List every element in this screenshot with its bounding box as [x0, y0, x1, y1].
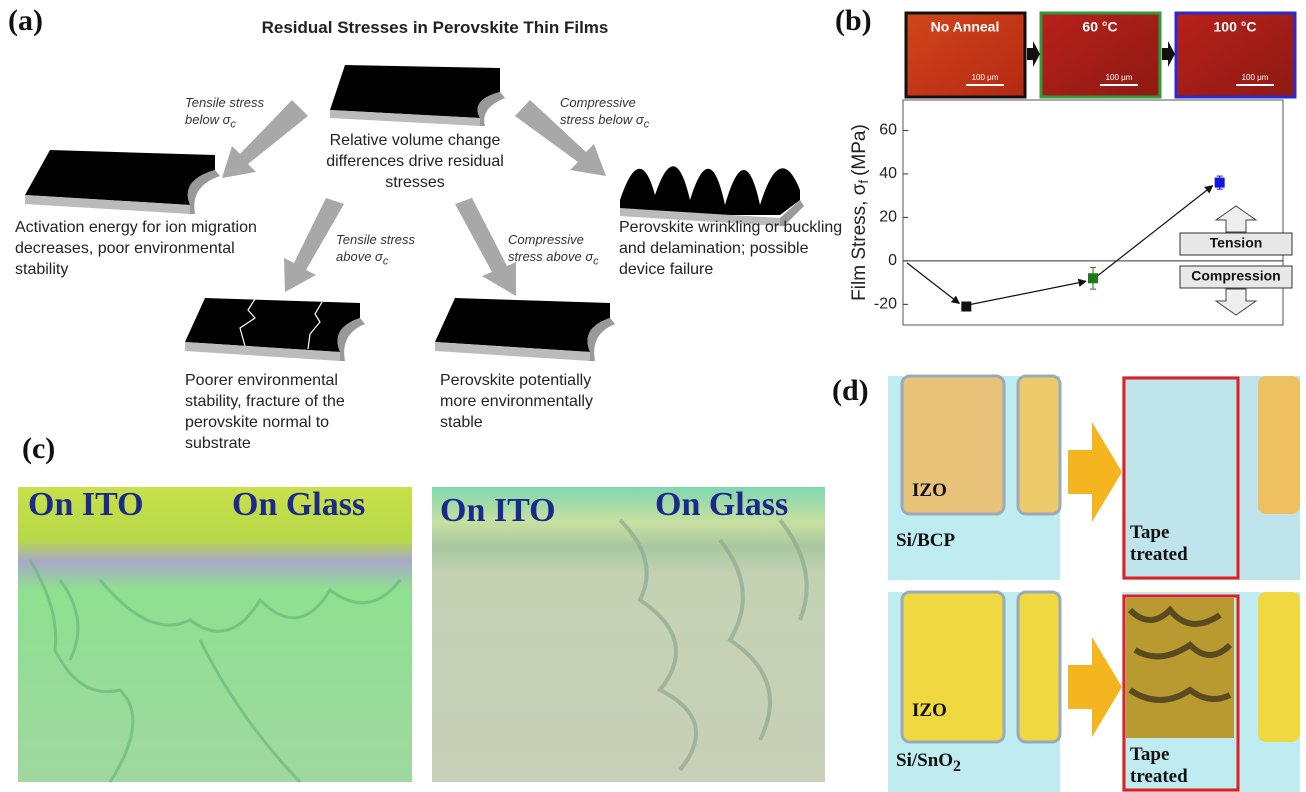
category-label: 60 °C — [1082, 19, 1117, 35]
photos-d — [888, 376, 1300, 792]
scale-bar-label: 100 μm — [1106, 73, 1133, 82]
slab-left — [25, 150, 220, 214]
slab-center — [330, 65, 505, 126]
outcome-text: Perovskite potentially more environmenta… — [440, 370, 620, 433]
photos-c — [18, 487, 825, 782]
trend-arrow — [907, 263, 959, 304]
y-label-unit: (MPa) — [849, 124, 870, 176]
treated-label: Tape treated — [1130, 744, 1210, 788]
figure: -20 0 20 40 60 Film Stress, σf (MPa) No Anneal 1… — [0, 0, 1306, 792]
scale-bar-label: 100 μm — [1242, 73, 1269, 82]
panel-label: (c) — [22, 432, 55, 466]
outcome-text: Activation energy for ion migration decr… — [15, 217, 285, 280]
y-tick-label: 60 — [879, 122, 897, 139]
y-tick-label: 0 — [888, 252, 897, 269]
arrow-label: Tensile stress below σc — [185, 94, 285, 134]
annotation: Tension — [1210, 235, 1263, 251]
data-point — [1088, 273, 1098, 283]
panel-label: (d) — [832, 374, 869, 408]
image-label: On ITO — [440, 492, 556, 530]
outcome-text: Poorer environmental stability, fracture… — [185, 370, 385, 454]
film-label: IZO — [912, 480, 947, 502]
image-label: On Glass — [232, 486, 365, 524]
y-label-sub: f — [856, 180, 871, 184]
data-point — [1215, 178, 1225, 188]
category-label: 100 °C — [1214, 19, 1257, 35]
substrate-label: Si/SnO2 — [896, 750, 961, 778]
category-label: No Anneal — [931, 19, 1000, 35]
arrow-label: Compressive stress above σc — [508, 231, 618, 271]
y-tick-label: 20 — [879, 209, 897, 226]
arrow-label: Tensile stress above σc — [336, 231, 436, 271]
image-label: On Glass — [655, 486, 788, 524]
arrow-label: Compressive stress below σc — [560, 94, 670, 134]
y-label-text: Film Stress, σ — [849, 183, 870, 301]
substrate-label: Si/BCP — [896, 530, 955, 552]
panel-label: (a) — [8, 4, 43, 38]
panel-label: (b) — [835, 4, 872, 38]
panel-title: Residual Stresses in Perovskite Thin Fil… — [190, 18, 680, 38]
y-tick-label: -20 — [874, 296, 897, 313]
slab-intact — [435, 298, 615, 361]
up-arrow — [1216, 206, 1256, 232]
outcome-text: Perovskite wrinkling or buckling and del… — [619, 217, 849, 280]
down-arrow — [1216, 289, 1256, 315]
y-axis-label: Film Stress, σf (MPa) — [849, 124, 871, 301]
scale-bar-label: 100 μm — [972, 73, 999, 82]
annotation: Compression — [1191, 268, 1280, 284]
slab-cracked — [185, 298, 365, 361]
trend-arrow — [1097, 186, 1213, 277]
trend-arrow — [970, 281, 1086, 304]
image-label: On ITO — [28, 486, 144, 524]
center-text: Relative volume change differences drive… — [320, 130, 510, 193]
treated-label: Tape treated — [1130, 522, 1210, 566]
y-tick-label: 40 — [879, 165, 897, 182]
data-point — [961, 302, 971, 312]
film-label: IZO — [912, 700, 947, 722]
